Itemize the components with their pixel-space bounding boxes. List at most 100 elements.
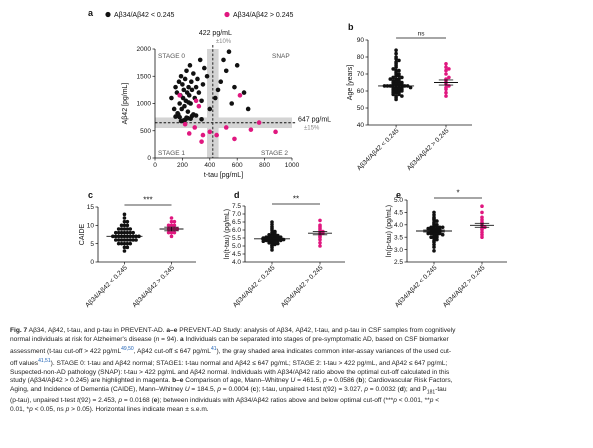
caption-segment: normal individuals at risk for Alzheimer… <box>10 335 156 343</box>
data-point <box>432 220 436 225</box>
caption-segment: < 0.001, ** <box>396 397 430 405</box>
panel-b: b 40 50 60 70 80 90 Age [years] Aβ34/Aβ42 < 0.24… <box>347 22 472 172</box>
caption-segment: p <box>393 397 397 405</box>
data-point <box>276 241 280 246</box>
data-point <box>400 94 404 98</box>
data-point <box>122 223 127 228</box>
caption-segment: 181 <box>426 389 436 396</box>
caption-line: 0.01, *p < 0.05, ns p > 0.05). Horizonta… <box>10 406 584 415</box>
data-point <box>212 95 218 101</box>
data-point <box>125 219 130 224</box>
data-point <box>429 225 433 230</box>
data-point <box>397 72 401 76</box>
data-point <box>444 90 448 95</box>
y-tick-label: 80 <box>357 54 365 61</box>
data-point <box>166 230 171 235</box>
x-tick-label: Aβ34/Aβ42 > 0.245 <box>442 264 487 309</box>
y-tick-label: 4.5 <box>232 251 241 258</box>
data-point <box>394 68 398 73</box>
data-point <box>426 226 431 231</box>
data-point <box>178 118 184 124</box>
data-point <box>169 95 174 101</box>
data-point <box>119 241 124 246</box>
caption-segment: U <box>184 386 190 394</box>
data-point <box>189 79 194 84</box>
data-point <box>122 216 127 220</box>
caption-segment: (92) = 2.453, <box>78 397 119 405</box>
series-1 <box>434 62 458 98</box>
data-point <box>318 218 322 223</box>
caption-segment: = 94). <box>159 335 181 343</box>
data-point <box>180 82 185 87</box>
legend-label: Aβ34/Aβ42 > 0.245 <box>233 12 294 19</box>
y-axis-label: ln(p-tau) (pg/mL) <box>386 205 393 257</box>
significance-label: ns <box>418 31 426 38</box>
data-point <box>128 227 133 231</box>
quadrant-stage2: STAGE 2 <box>261 150 288 157</box>
y-tick-label: 70 <box>357 71 365 78</box>
panel-d: d 4.04.55.05.56.06.57.07.5ln(t-tau) (pg/m… <box>224 190 345 309</box>
data-point <box>223 68 229 74</box>
x-tick-label: 200 <box>177 162 188 169</box>
data-point <box>432 249 436 253</box>
caption-segment: study (Aβ34/Aβ42 > 0.245) are highlighte… <box>10 377 173 385</box>
data-point <box>444 65 448 69</box>
data-point <box>172 219 177 224</box>
data-point <box>181 87 187 93</box>
series-0 <box>254 220 290 252</box>
caption-segment: ); t-tau, unpaired t-test <box>256 386 324 394</box>
data-point <box>116 230 121 235</box>
x-tick-label: Aβ34/Aβ42 < 0.245 <box>84 264 129 309</box>
data-point <box>128 238 133 242</box>
x-tick-label: Aβ34/Aβ42 > 0.245 <box>280 264 325 309</box>
y-tick-label: 1500 <box>137 73 152 80</box>
data-point <box>186 100 191 105</box>
y-tick-label: 10 <box>87 223 95 230</box>
y-tick-label: 60 <box>357 88 365 95</box>
y-tick-label: 2.5 <box>394 259 403 266</box>
data-point <box>199 98 204 104</box>
data-point <box>232 84 237 90</box>
caption-segment: p <box>118 397 122 405</box>
data-point <box>394 77 398 81</box>
data-point <box>480 230 484 235</box>
data-point <box>432 226 436 231</box>
y-tick-label: 4.0 <box>394 222 403 229</box>
data-point <box>438 225 442 230</box>
caption-segment: p <box>217 386 221 394</box>
data-point <box>169 219 174 224</box>
data-point <box>214 132 219 138</box>
caption-segment: ); Cardiovascular Risk Factors, <box>362 377 453 385</box>
data-point <box>169 234 174 239</box>
data-point <box>128 241 133 246</box>
cutoff-x-sub: ±10% <box>216 39 232 45</box>
y-axis-label: Age [years] <box>347 65 354 100</box>
caption-segment: ), the gray shaded area indicates common… <box>216 347 452 355</box>
data-point <box>480 210 484 215</box>
data-point <box>432 245 436 249</box>
y-tick-label: 5.0 <box>394 197 403 204</box>
data-point <box>131 238 135 242</box>
data-point <box>318 241 322 245</box>
caption-segment: 49,50 <box>121 345 134 352</box>
data-point <box>394 94 398 98</box>
data-point <box>197 57 203 63</box>
data-point <box>245 106 251 112</box>
y-tick-label: 4.5 <box>394 210 403 217</box>
caption-segment: Suspected-non-AD pathology (SNAP): t-tau… <box>10 368 450 376</box>
data-point <box>169 223 174 228</box>
data-point <box>195 76 200 82</box>
caption-segment: Individuals can be separated into stages… <box>183 335 449 343</box>
data-point <box>182 103 187 109</box>
panel-label: c <box>88 190 93 200</box>
data-point <box>388 77 393 81</box>
data-point <box>435 224 439 228</box>
data-point <box>267 233 271 237</box>
data-point <box>480 232 484 237</box>
data-point <box>189 87 195 93</box>
caption-segment: , Aβ42 cut-off ≤ 647 pg/mL <box>133 347 211 355</box>
caption-segment: < <box>433 397 440 405</box>
data-point <box>169 230 174 235</box>
data-point <box>122 245 127 250</box>
caption-segment: > 0.05). Horizontal lines indicate mean … <box>69 406 209 414</box>
